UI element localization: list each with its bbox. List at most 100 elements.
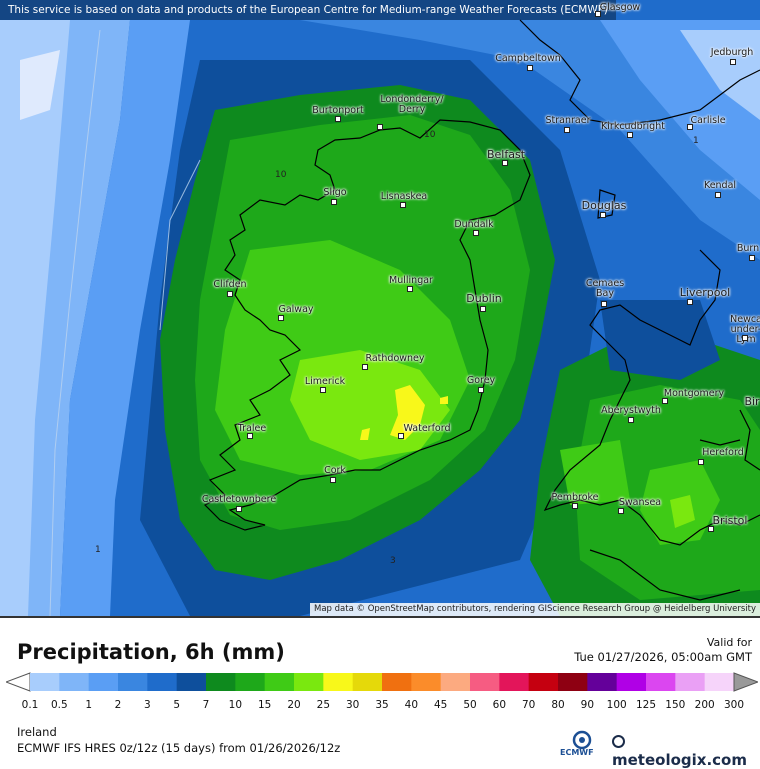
- city-marker: [480, 306, 486, 312]
- city-marker: [407, 286, 413, 292]
- meteologix-logo-text: meteologix.com: [612, 751, 747, 769]
- city-label[interactable]: Kirkcudbright: [601, 121, 665, 132]
- scale-tick-label: 15: [257, 699, 272, 711]
- city-label[interactable]: Mullingar: [389, 275, 433, 286]
- contour-label: 1: [95, 545, 101, 555]
- city-label[interactable]: Carlisle: [690, 115, 726, 126]
- scale-swatch: [88, 673, 119, 691]
- scale-tick-label: 0.5: [50, 699, 68, 711]
- city-marker: [335, 116, 341, 122]
- city-label[interactable]: Burtonport: [312, 105, 364, 116]
- scale-tick-label: 100: [606, 699, 627, 711]
- city-label[interactable]: Jedburgh: [710, 47, 754, 58]
- city-marker: [662, 398, 668, 404]
- city-label[interactable]: Pembroke: [551, 492, 599, 503]
- precipitation-map[interactable]: This service is based on data and produc…: [0, 0, 760, 616]
- city-marker: [618, 508, 624, 514]
- city-marker: [362, 364, 368, 370]
- scale-tick-label: 90: [580, 699, 595, 711]
- ecmwf-logo-text: ECMWF: [560, 748, 594, 757]
- city-label[interactable]: Dundalk: [454, 219, 494, 230]
- scale-swatch: [147, 673, 178, 691]
- city-marker: [478, 387, 484, 393]
- meteologix-logo-mark-icon: [612, 735, 625, 748]
- city-marker: [236, 506, 242, 512]
- city-label[interactable]: Kendal: [703, 180, 737, 191]
- city-label[interactable]: Tralee: [237, 423, 267, 434]
- city-label[interactable]: Castletownbere: [201, 494, 277, 505]
- city-label[interactable]: Campbeltown: [495, 53, 561, 64]
- city-marker: [715, 192, 721, 198]
- coastlines: [203, 19, 760, 601]
- scale-swatch: [470, 673, 500, 691]
- city-label[interactable]: Montgomery: [663, 388, 725, 399]
- scale-swatch: [499, 673, 530, 691]
- valid-time: Tue 01/27/2026, 05:00am GMT: [574, 650, 752, 664]
- city-label[interactable]: Burn: [736, 243, 760, 254]
- scale-swatch: [323, 673, 354, 691]
- scale-tick-label: 60: [492, 699, 507, 711]
- city-label[interactable]: Douglas: [581, 199, 627, 212]
- city-label[interactable]: Glasgow: [599, 2, 641, 13]
- city-marker: [473, 230, 479, 236]
- city-marker: [627, 132, 633, 138]
- scale-tick-label: 2: [114, 699, 122, 711]
- scale-tick-label: 40: [404, 699, 419, 711]
- city-marker: [320, 387, 326, 393]
- contour-lines: [49, 29, 201, 616]
- city-label[interactable]: Aberystwyth: [601, 405, 661, 416]
- city-marker: [377, 124, 383, 130]
- city-marker: [628, 417, 634, 423]
- scale-tick-label: 25: [316, 699, 331, 711]
- city-label[interactable]: Cork: [324, 465, 346, 476]
- city-label[interactable]: Hereford: [702, 447, 744, 458]
- city-marker: [278, 315, 284, 321]
- city-marker: [564, 127, 570, 133]
- city-label[interactable]: Sligo: [323, 187, 347, 198]
- city-marker: [595, 11, 601, 17]
- map-title: Precipitation, 6h (mm): [17, 640, 285, 664]
- city-marker: [331, 199, 337, 205]
- city-label[interactable]: Londonderry/ Derry: [380, 94, 444, 115]
- scale-swatch: [382, 673, 412, 691]
- city-label[interactable]: Galway: [278, 304, 314, 315]
- scale-swatch: [264, 673, 295, 691]
- city-label[interactable]: Stranraer: [545, 115, 591, 126]
- city-marker: [730, 59, 736, 65]
- city-label[interactable]: Bristol: [712, 514, 748, 527]
- city-label[interactable]: Rathdowney: [365, 353, 425, 364]
- color-scale-bar: [6, 672, 758, 692]
- ecmwf-logo-icon: [572, 730, 592, 750]
- city-label[interactable]: Waterford: [403, 423, 451, 434]
- city-label[interactable]: Clifden: [213, 279, 247, 290]
- city-marker: [398, 433, 404, 439]
- city-marker: [330, 477, 336, 483]
- meteologix-logo[interactable]: meteologix.com: [612, 733, 760, 769]
- city-label[interactable]: Lisnaskea: [380, 191, 428, 202]
- scale-swatch: [59, 673, 90, 691]
- city-label[interactable]: Gorey: [466, 375, 496, 386]
- city-marker: [708, 526, 714, 532]
- city-label[interactable]: Swansea: [618, 497, 662, 508]
- scale-swatch: [176, 673, 207, 691]
- contour-label: 10: [424, 130, 436, 140]
- city-label[interactable]: Dublin: [466, 292, 502, 305]
- city-marker: [400, 202, 406, 208]
- valid-label: Valid for: [706, 636, 752, 649]
- scale-swatch: [587, 673, 618, 691]
- contour-label: 1: [693, 136, 699, 146]
- city-label[interactable]: Bir: [744, 395, 760, 408]
- scale-swatch: [411, 673, 442, 691]
- city-label[interactable]: Cemaes Bay: [585, 278, 625, 299]
- city-label[interactable]: Limerick: [304, 376, 346, 387]
- scale-tick-label: 50: [463, 699, 477, 711]
- city-label[interactable]: Liverpool: [679, 286, 731, 299]
- ecmwf-notice-banner: This service is based on data and produc…: [0, 0, 616, 20]
- scale-swatch: [440, 673, 471, 691]
- scale-tick-label: 10: [228, 699, 243, 711]
- scale-tick-label: 35: [375, 699, 389, 711]
- scale-swatch: [704, 673, 735, 691]
- scale-swatch: [30, 673, 60, 691]
- city-label[interactable]: Belfast: [486, 148, 526, 161]
- region-name: Ireland: [17, 725, 57, 739]
